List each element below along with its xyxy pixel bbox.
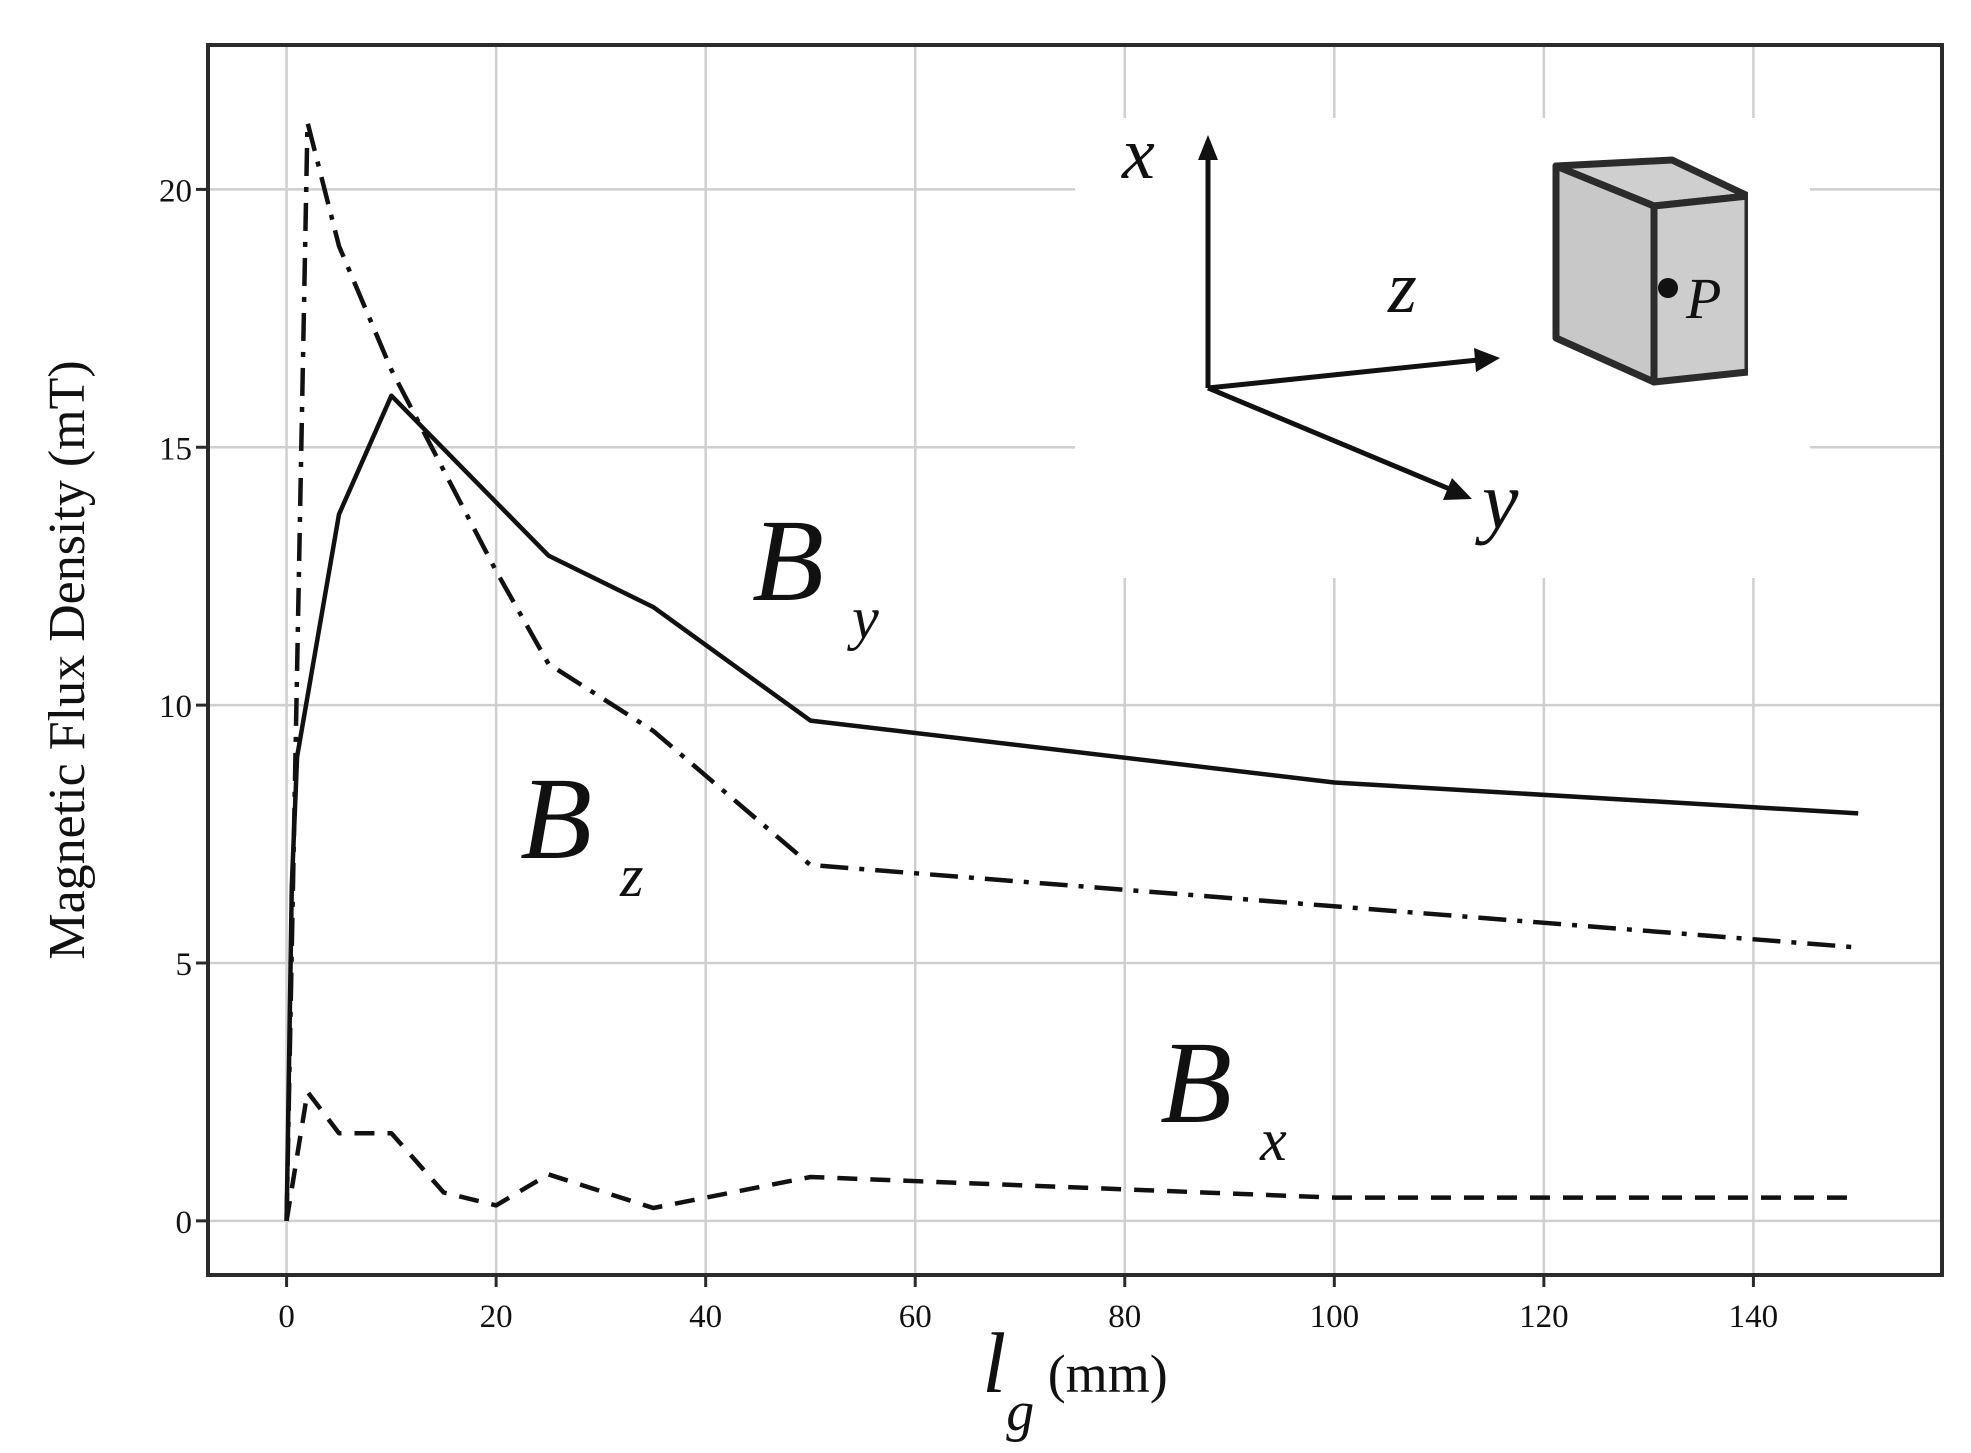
ticks [196, 187, 1755, 1287]
y-tick-label: 15 [159, 431, 192, 467]
series-line-bx [284, 1089, 1859, 1222]
x-tick-label: 120 [1519, 1299, 1569, 1335]
series-layer [284, 120, 1859, 1222]
point-p-label: P [1685, 266, 1721, 331]
x-axis-title-symbol: l [982, 1315, 1006, 1411]
y-tick-label: 0 [176, 1205, 193, 1241]
x-tick-label: 60 [899, 1299, 932, 1335]
inset-y-label: y [1475, 455, 1519, 546]
inset-y-axis [1207, 385, 1453, 493]
x-tick-label: 100 [1310, 1299, 1360, 1335]
inset-x-arrowhead [1198, 135, 1218, 160]
x-tick-label: 140 [1729, 1299, 1779, 1335]
y-axis-title: Magnetic Flux Density (mT) [39, 360, 96, 959]
cube-clip-mask [1748, 150, 1788, 400]
inset-z-arrowhead [1474, 348, 1500, 372]
tick-labels: 0 20 40 60 80 100 120 140 0 5 10 15 20 [159, 173, 1778, 1335]
cube-inset: P [1552, 150, 1788, 400]
x-tick-label: 20 [480, 1299, 513, 1335]
x-tick-label: 80 [1108, 1299, 1141, 1335]
y-tick-label: 10 [159, 689, 192, 725]
y-tick-label: 5 [176, 947, 193, 983]
y-tick-label: 20 [159, 173, 192, 209]
inset-x-label: x [1121, 113, 1155, 195]
plot-frame [206, 43, 1944, 1277]
inset-y-arrowhead [1443, 478, 1472, 500]
x-axis-title: lg (mm) [982, 1315, 1167, 1443]
x-tick-label: 0 [278, 1299, 295, 1335]
coordinate-axes-inset: x z y [1121, 113, 1519, 546]
point-p-marker [1658, 278, 1678, 298]
inset-z-label: z [1387, 247, 1417, 329]
x-axis-title-unit: (mm) [1034, 1344, 1167, 1404]
x-axis-title-subscript: g [1006, 1381, 1034, 1443]
series-line-bz [284, 120, 1859, 1221]
x-tick-label: 40 [689, 1299, 722, 1335]
inset-z-axis [1207, 357, 1479, 391]
